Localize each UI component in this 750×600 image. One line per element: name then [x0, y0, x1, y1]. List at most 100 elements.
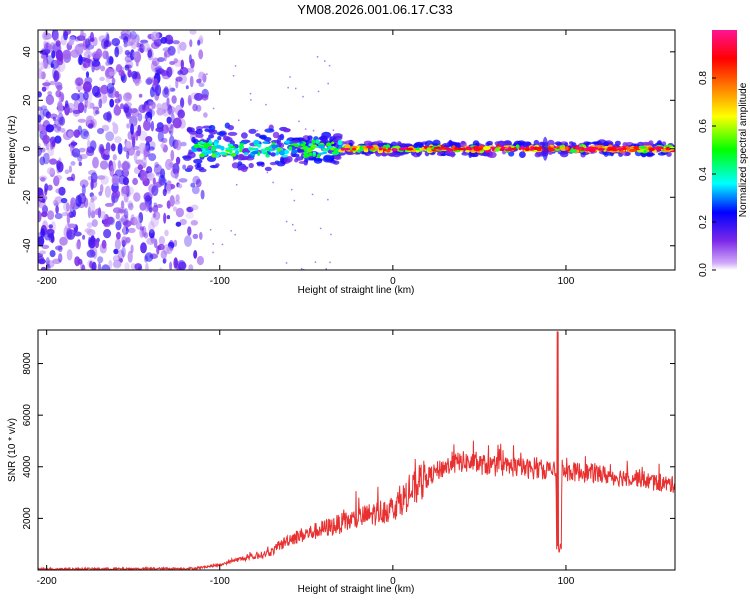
signal-halo [241, 132, 248, 139]
noise-speckle [129, 108, 138, 114]
noise-speckle [168, 84, 172, 93]
noise-speckle [112, 189, 121, 199]
signal-peak [593, 147, 599, 150]
noise-speckle [105, 131, 115, 142]
signal-halo [248, 128, 257, 134]
noise-speckle [103, 112, 112, 121]
signal-peak [587, 146, 594, 150]
noise-speckle [83, 104, 87, 114]
signal-halo [295, 149, 306, 153]
noise-speckle [76, 35, 86, 41]
signal-core [279, 150, 285, 155]
noise-speckle [106, 82, 115, 94]
signal-core [231, 148, 240, 151]
signal-halo [486, 140, 493, 146]
noise-speckle [73, 129, 81, 138]
noise-speckle [60, 128, 66, 133]
noise-speckle [163, 257, 167, 263]
noise-speckle [92, 156, 99, 169]
noise-speckle [151, 185, 159, 197]
signal-peak [473, 148, 481, 152]
noise-speckle [147, 49, 153, 58]
noise-speckle [155, 171, 164, 177]
noise-speckle [83, 91, 89, 101]
noise-speckle [212, 107, 215, 110]
noise-speckle [52, 67, 57, 79]
noise-speckle [44, 187, 48, 196]
noise-speckle [39, 250, 46, 255]
noise-speckle [82, 81, 92, 93]
noise-speckle [42, 31, 49, 41]
signal-core [365, 145, 374, 149]
noise-speckle [188, 264, 194, 270]
noise-speckle [45, 42, 49, 49]
noise-speckle [133, 152, 138, 163]
noise-speckle [47, 210, 55, 221]
noise-speckle [119, 66, 125, 72]
noise-speckle [115, 220, 122, 231]
noise-speckle [124, 106, 133, 117]
signal-halo [533, 139, 540, 147]
noise-speckle [180, 141, 187, 147]
signal-core [638, 146, 646, 149]
noise-speckle [74, 43, 84, 55]
noise-speckle [106, 33, 110, 44]
noise-speckle [193, 250, 198, 259]
noise-speckle [80, 30, 84, 34]
noise-speckle [42, 82, 51, 87]
signal-core [312, 151, 316, 155]
noise-speckle [195, 104, 202, 112]
noise-speckle [175, 207, 184, 218]
colorbar-tick-label: 0.0 [698, 263, 709, 277]
noise-speckle [46, 264, 51, 270]
spectrogram-y-axis-label: Frequency (Hz) [7, 116, 18, 185]
noise-speckle [293, 199, 296, 202]
noise-speckle [45, 94, 55, 106]
noise-speckle [166, 246, 173, 255]
signal-core [326, 142, 332, 147]
noise-speckle [154, 161, 159, 168]
noise-speckle [94, 208, 102, 216]
noise-speckle [111, 38, 121, 46]
noise-speckle [65, 202, 70, 212]
noise-speckle [100, 65, 106, 72]
noise-speckle [47, 184, 53, 191]
signal-core [249, 147, 257, 151]
signal-halo [270, 152, 276, 157]
signal-peak [520, 146, 525, 150]
noise-speckle [328, 64, 331, 67]
noise-speckle [111, 175, 121, 187]
noise-speckle [209, 229, 212, 231]
noise-speckle [289, 76, 291, 78]
signal-halo [614, 140, 621, 146]
noise-speckle [114, 103, 120, 115]
noise-speckle [90, 210, 96, 219]
signal-core [550, 145, 554, 148]
signal-peak [398, 147, 405, 151]
noise-speckle [100, 210, 106, 221]
noise-speckle [316, 56, 319, 58]
noise-speckle [234, 65, 237, 67]
signal-core [382, 148, 387, 152]
noise-speckle [230, 230, 232, 232]
noise-speckle [134, 263, 142, 270]
signal-halo [448, 139, 453, 146]
noise-speckle [139, 226, 145, 231]
noise-speckle [152, 177, 156, 186]
noise-speckle [153, 202, 158, 207]
y-tick-label: -20 [22, 190, 33, 205]
noise-speckle [78, 147, 86, 153]
signal-core [289, 141, 294, 144]
signal-core [283, 149, 290, 155]
noise-speckle [177, 183, 183, 189]
noise-speckle [190, 182, 196, 188]
signal-core [370, 147, 376, 151]
noise-speckle [182, 164, 187, 170]
noise-speckle [124, 102, 132, 108]
noise-speckle [38, 115, 42, 123]
noise-speckle [153, 78, 159, 86]
noise-speckle [157, 243, 165, 251]
signal-halo [513, 140, 522, 147]
signal-peak [575, 146, 582, 150]
noise-speckle [185, 212, 194, 219]
